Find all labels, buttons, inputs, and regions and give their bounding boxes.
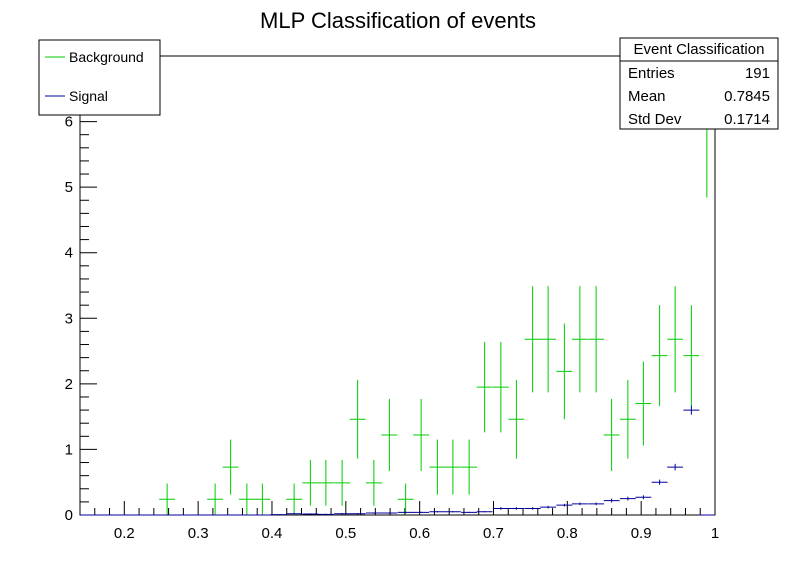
background-point	[540, 286, 557, 393]
background-point	[397, 483, 414, 515]
stats-box: Event Classification Entries 191 Mean 0.…	[619, 37, 779, 130]
signal-point	[588, 502, 605, 506]
background-point	[365, 459, 382, 506]
x-tick-label: 0.4	[262, 525, 283, 542]
signal-point	[571, 502, 588, 506]
chart-title: MLP Classification of events	[260, 8, 536, 33]
signal-point	[476, 511, 493, 513]
background-point	[349, 379, 366, 459]
signal-point	[381, 512, 398, 514]
signal-point	[429, 511, 446, 513]
signal-point	[651, 479, 668, 485]
background-point	[667, 286, 684, 393]
signal-point	[397, 511, 414, 514]
signal-point	[524, 507, 541, 510]
stats-mean-label: Mean	[628, 88, 666, 105]
background-point	[381, 398, 398, 472]
axes: 0.2 0.3 0.4 0.5 0.6 0.7 0.8 0.9 1 0 1 2 3 4 5 6	[65, 55, 719, 542]
background-series	[159, 56, 715, 515]
signal-point	[413, 511, 430, 514]
y-tick-label: 6	[65, 114, 73, 131]
signal-point	[365, 512, 382, 514]
background-point	[571, 286, 588, 393]
background-point	[159, 483, 176, 515]
background-point	[317, 459, 334, 506]
stats-mean-value: 0.7845	[724, 88, 770, 105]
x-tick-label: 0.2	[114, 525, 135, 542]
stats-stddev-label: Std Dev	[628, 111, 682, 128]
background-point	[619, 379, 636, 459]
y-tick-label: 5	[65, 179, 73, 196]
signal-point	[444, 511, 461, 513]
stats-entries-value: 191	[745, 65, 770, 82]
legend-signal-label: Signal	[69, 88, 108, 104]
background-point	[556, 323, 573, 420]
background-point	[476, 341, 493, 433]
background-point	[588, 286, 605, 393]
background-point	[429, 439, 446, 495]
background-point	[254, 483, 271, 515]
background-point	[492, 341, 509, 433]
x-tick-label: 0.5	[335, 525, 356, 542]
signal-point	[508, 507, 525, 510]
signal-point	[302, 513, 319, 515]
background-point	[524, 286, 541, 393]
signal-point	[286, 513, 303, 515]
x-tick-label: 0.9	[631, 525, 652, 542]
x-tick-label: 0.7	[483, 525, 504, 542]
x-tick-label: 0.6	[409, 525, 430, 542]
background-point	[207, 483, 224, 515]
background-point	[508, 379, 525, 459]
stats-stddev-value: 0.1714	[724, 111, 770, 128]
signal-point	[556, 503, 573, 507]
plot-frame	[79, 55, 716, 516]
signal-point	[619, 496, 636, 501]
background-point	[413, 398, 430, 472]
signal-point	[667, 463, 684, 471]
signal-point	[540, 505, 557, 509]
legend-frame	[38, 39, 161, 116]
signal-point	[683, 405, 700, 415]
signal-point	[461, 511, 478, 514]
background-point	[444, 439, 461, 495]
y-tick-label: 3	[65, 310, 73, 327]
stats-entries-label: Entries	[628, 65, 675, 82]
x-tick-label: 1	[711, 525, 719, 542]
background-point	[334, 459, 351, 506]
x-tick-label: 0.8	[557, 525, 578, 542]
legend: Background Signal	[38, 39, 161, 116]
background-point	[461, 439, 478, 495]
background-point	[603, 398, 620, 472]
y-tick-label: 4	[65, 245, 73, 262]
y-tick-label: 0	[65, 507, 73, 524]
y-tick-label: 1	[65, 441, 73, 458]
stats-title: Event Classification	[634, 41, 765, 58]
signal-point	[349, 513, 366, 515]
legend-background-label: Background	[69, 49, 144, 65]
signal-point	[317, 513, 334, 515]
stats-frame	[619, 37, 779, 130]
y-tick-label: 2	[65, 376, 73, 393]
background-point	[302, 459, 319, 506]
background-point	[651, 305, 668, 407]
signal-point	[603, 498, 620, 503]
signal-point	[334, 513, 351, 515]
x-tick-label: 0.3	[188, 525, 209, 542]
background-point	[635, 361, 652, 446]
data-series	[80, 56, 715, 516]
background-point	[222, 439, 239, 495]
background-point	[238, 483, 255, 515]
signal-point	[635, 495, 652, 500]
signal-series	[80, 405, 715, 516]
background-point	[286, 483, 303, 515]
signal-point	[270, 514, 287, 516]
background-point	[683, 305, 700, 407]
signal-point	[492, 507, 509, 510]
